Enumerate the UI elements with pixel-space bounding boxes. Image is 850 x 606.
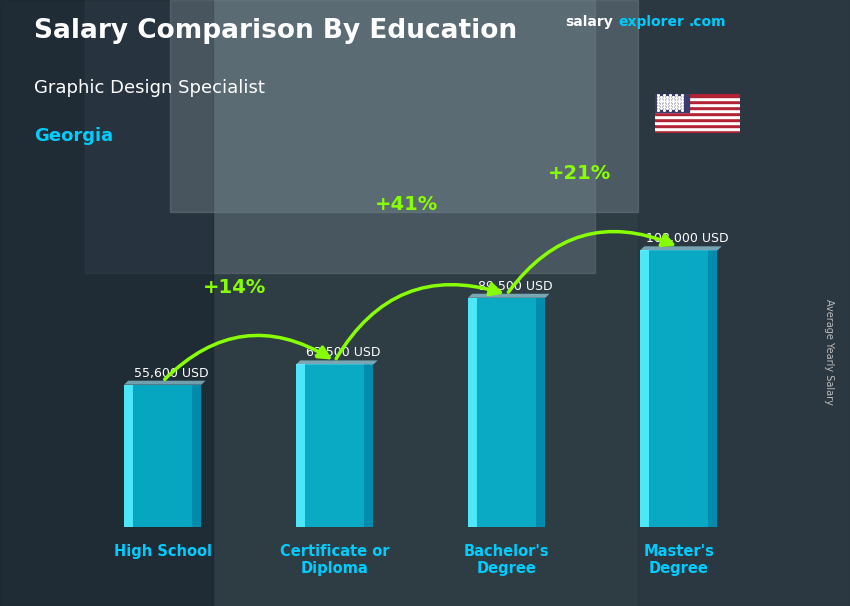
- Bar: [170, 0, 638, 212]
- Bar: [654, 109, 740, 112]
- Bar: [192, 385, 201, 527]
- Bar: [654, 115, 740, 118]
- Bar: [654, 97, 740, 100]
- Text: 55,600 USD: 55,600 USD: [134, 367, 208, 380]
- Polygon shape: [468, 294, 550, 298]
- Bar: [468, 298, 478, 527]
- Bar: [654, 94, 740, 97]
- Bar: [536, 298, 546, 527]
- Bar: [124, 385, 133, 527]
- Text: +41%: +41%: [376, 195, 439, 214]
- Text: +21%: +21%: [547, 164, 610, 183]
- Bar: [364, 364, 373, 527]
- Bar: [654, 118, 740, 121]
- Bar: [124, 385, 201, 527]
- Text: 89,500 USD: 89,500 USD: [478, 280, 552, 293]
- Text: Graphic Design Specialist: Graphic Design Specialist: [34, 79, 265, 97]
- Polygon shape: [296, 361, 377, 364]
- Bar: [0, 0, 212, 606]
- Text: 108,000 USD: 108,000 USD: [646, 232, 728, 245]
- Bar: [654, 106, 740, 109]
- Text: +14%: +14%: [203, 278, 267, 298]
- Bar: [85, 0, 595, 273]
- Bar: [654, 103, 740, 106]
- Bar: [468, 298, 546, 527]
- Bar: [654, 124, 740, 127]
- Text: Average Yearly Salary: Average Yearly Salary: [824, 299, 834, 404]
- Bar: [296, 364, 373, 527]
- Text: Georgia: Georgia: [34, 127, 113, 145]
- Text: explorer: explorer: [619, 15, 684, 29]
- Text: salary: salary: [565, 15, 613, 29]
- Polygon shape: [124, 381, 206, 385]
- Bar: [654, 100, 740, 103]
- Bar: [654, 130, 740, 133]
- Bar: [654, 94, 688, 112]
- Bar: [654, 112, 740, 115]
- Bar: [640, 250, 717, 527]
- Bar: [296, 364, 305, 527]
- Text: Salary Comparison By Education: Salary Comparison By Education: [34, 18, 517, 44]
- Text: .com: .com: [688, 15, 726, 29]
- Bar: [638, 0, 850, 606]
- Bar: [654, 127, 740, 130]
- Bar: [654, 121, 740, 124]
- Bar: [640, 250, 649, 527]
- Text: 63,500 USD: 63,500 USD: [306, 347, 381, 359]
- Bar: [708, 250, 717, 527]
- Polygon shape: [640, 246, 722, 250]
